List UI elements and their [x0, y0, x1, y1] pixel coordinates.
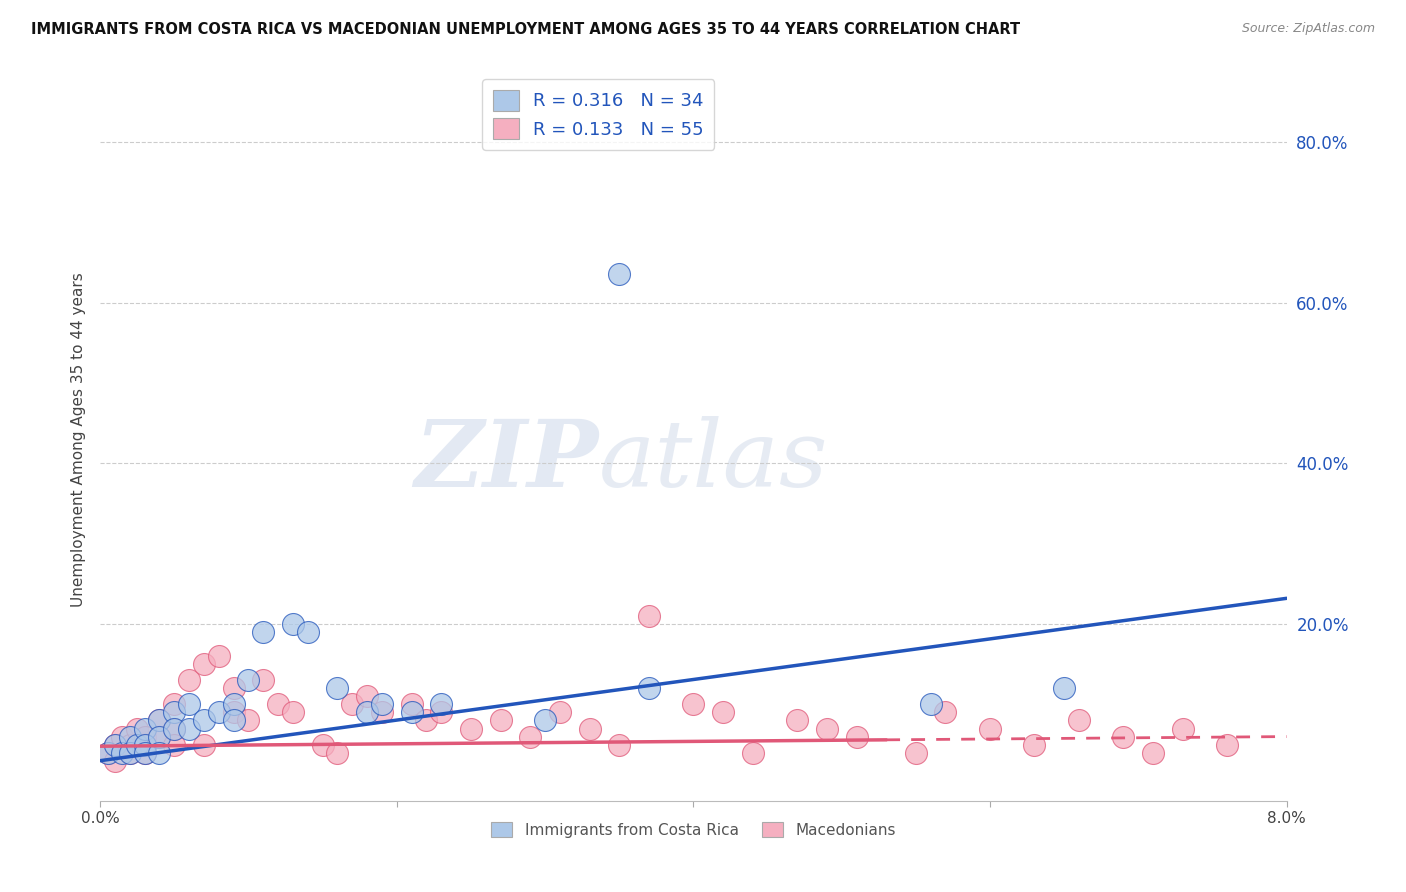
Point	[534, 714, 557, 728]
Point	[741, 746, 763, 760]
Point	[415, 714, 437, 728]
Point	[104, 738, 127, 752]
Point	[238, 673, 260, 688]
Point	[252, 625, 274, 640]
Point	[163, 706, 186, 720]
Point	[1216, 738, 1239, 752]
Point	[1067, 714, 1090, 728]
Legend: Immigrants from Costa Rica, Macedonians: Immigrants from Costa Rica, Macedonians	[485, 815, 901, 844]
Point	[920, 698, 942, 712]
Point	[163, 722, 186, 736]
Point	[430, 706, 453, 720]
Point	[281, 706, 304, 720]
Text: atlas: atlas	[599, 416, 828, 506]
Point	[222, 698, 245, 712]
Point	[118, 746, 141, 760]
Point	[1053, 681, 1076, 696]
Point	[127, 722, 149, 736]
Point	[430, 698, 453, 712]
Y-axis label: Unemployment Among Ages 35 to 44 years: Unemployment Among Ages 35 to 44 years	[72, 272, 86, 607]
Point	[682, 698, 704, 712]
Point	[134, 730, 156, 744]
Text: IMMIGRANTS FROM COSTA RICA VS MACEDONIAN UNEMPLOYMENT AMONG AGES 35 TO 44 YEARS : IMMIGRANTS FROM COSTA RICA VS MACEDONIAN…	[31, 22, 1021, 37]
Point	[711, 706, 734, 720]
Point	[934, 706, 956, 720]
Point	[548, 706, 571, 720]
Point	[238, 714, 260, 728]
Point	[118, 738, 141, 752]
Point	[208, 649, 231, 664]
Point	[134, 746, 156, 760]
Point	[460, 722, 482, 736]
Point	[163, 722, 186, 736]
Point	[326, 746, 349, 760]
Point	[371, 706, 394, 720]
Point	[222, 706, 245, 720]
Point	[607, 268, 630, 282]
Point	[904, 746, 927, 760]
Point	[1024, 738, 1046, 752]
Point	[208, 706, 231, 720]
Point	[134, 738, 156, 752]
Point	[638, 609, 661, 624]
Point	[356, 706, 378, 720]
Point	[179, 673, 201, 688]
Point	[163, 698, 186, 712]
Point	[118, 746, 141, 760]
Point	[111, 746, 134, 760]
Point	[163, 738, 186, 752]
Text: Source: ZipAtlas.com: Source: ZipAtlas.com	[1241, 22, 1375, 36]
Text: ZIP: ZIP	[415, 416, 599, 506]
Point	[281, 617, 304, 632]
Point	[1171, 722, 1194, 736]
Point	[1112, 730, 1135, 744]
Point	[118, 730, 141, 744]
Point	[179, 698, 201, 712]
Point	[134, 722, 156, 736]
Point	[179, 722, 201, 736]
Point	[979, 722, 1001, 736]
Point	[104, 754, 127, 768]
Point	[267, 698, 290, 712]
Point	[148, 714, 170, 728]
Point	[148, 746, 170, 760]
Point	[815, 722, 838, 736]
Point	[489, 714, 512, 728]
Point	[845, 730, 868, 744]
Point	[148, 730, 170, 744]
Point	[311, 738, 333, 752]
Point	[111, 730, 134, 744]
Point	[134, 746, 156, 760]
Point	[607, 738, 630, 752]
Point	[401, 706, 423, 720]
Point	[134, 738, 156, 752]
Point	[193, 657, 215, 672]
Point	[638, 681, 661, 696]
Point	[401, 698, 423, 712]
Point	[786, 714, 808, 728]
Point	[222, 714, 245, 728]
Point	[148, 714, 170, 728]
Point	[342, 698, 364, 712]
Point	[252, 673, 274, 688]
Point	[371, 698, 394, 712]
Point	[193, 738, 215, 752]
Point	[297, 625, 319, 640]
Point	[193, 714, 215, 728]
Point	[1142, 746, 1164, 760]
Point	[222, 681, 245, 696]
Point	[578, 722, 600, 736]
Point	[104, 738, 127, 752]
Point	[96, 746, 118, 760]
Point	[127, 738, 149, 752]
Point	[326, 681, 349, 696]
Point	[356, 690, 378, 704]
Point	[96, 746, 118, 760]
Point	[148, 730, 170, 744]
Point	[519, 730, 541, 744]
